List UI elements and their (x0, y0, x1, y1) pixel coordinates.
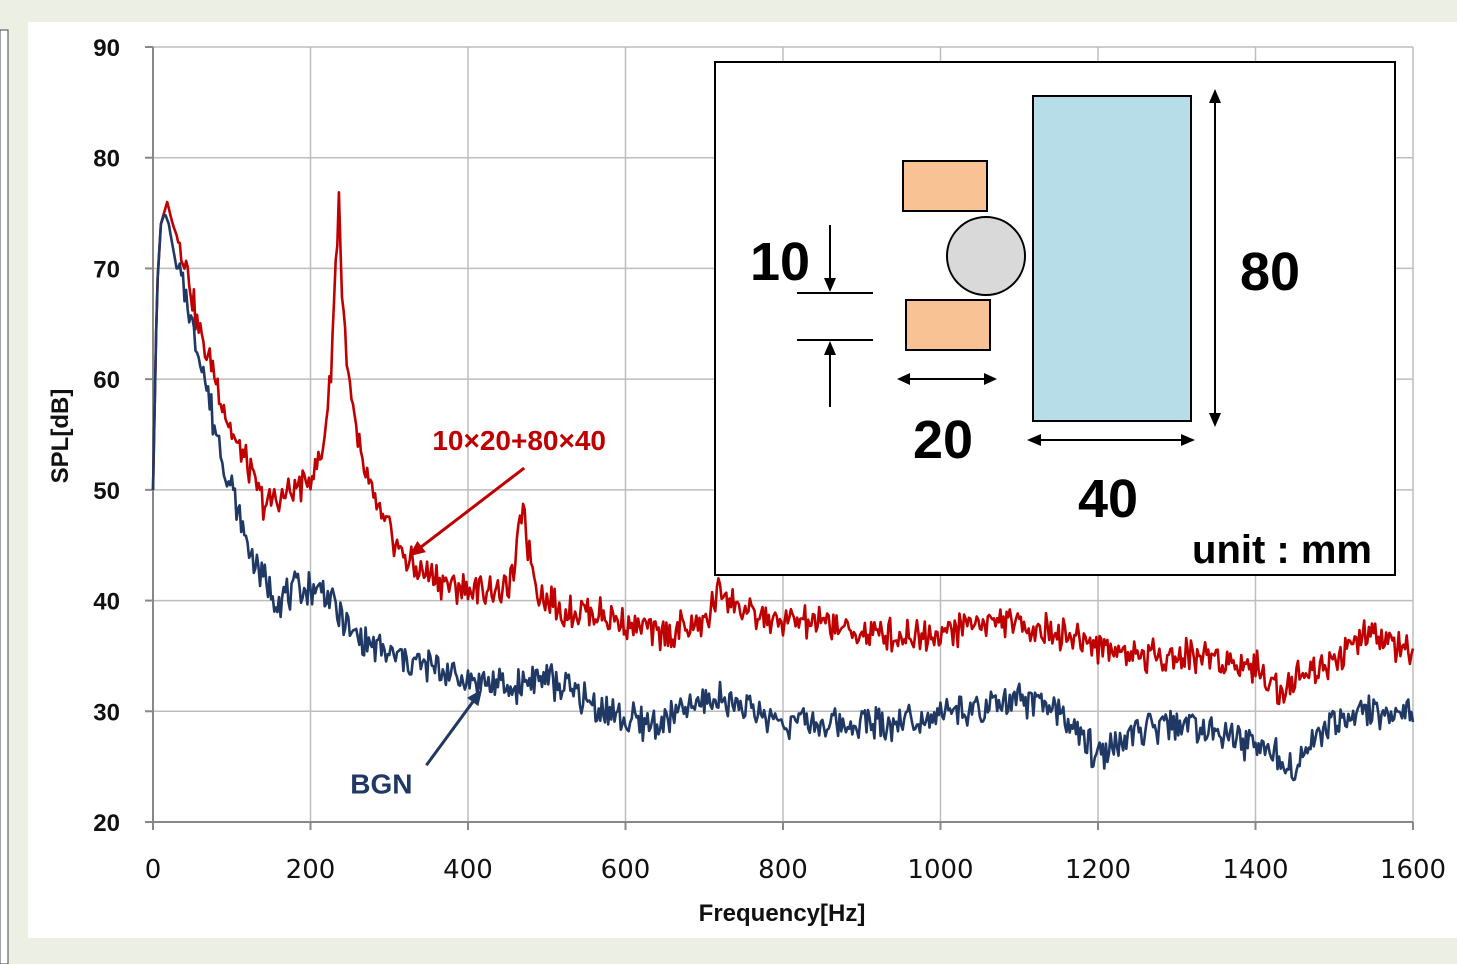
y-tick-label: 30 (93, 699, 120, 726)
series-bgn (151, 214, 1415, 782)
large-width-head-right (1181, 434, 1195, 446)
x-tick-label: 200 (286, 855, 336, 885)
small-width-head-left (897, 373, 910, 385)
x-tick-label: 400 (443, 855, 493, 885)
y-axis-label: SPL[dB] (47, 389, 74, 484)
x-tick-label: 1600 (1380, 855, 1446, 885)
annotations: 10×20+80×40 BGN (350, 425, 606, 799)
x-tick-label: 1400 (1222, 855, 1288, 885)
gap-arrowhead-up (824, 341, 836, 355)
y-tick-label: 60 (93, 367, 120, 394)
y-tick-label: 80 (93, 146, 120, 173)
series-10x20-80x40 (151, 191, 1415, 706)
large-height-head-bottom (1209, 413, 1221, 427)
annotation-red-arrow (417, 466, 526, 551)
annotation-bgn-label: BGN (350, 768, 412, 799)
tick-labels: 0 200 400 600 800 1000 1200 1400 1600 20 30 40 50 60 7… (93, 35, 1446, 885)
large-block (1032, 95, 1192, 422)
annotation-bgn-arrowhead (467, 689, 483, 707)
dim-large-width-label: 40 (1078, 469, 1138, 529)
x-tick-label: 800 (758, 855, 808, 885)
y-tick-label: 50 (93, 478, 120, 505)
inset-diagram: 10 20 40 80 unit : mm (714, 61, 1396, 576)
y-tick-label: 20 (93, 810, 120, 837)
large-height-head-top (1209, 89, 1221, 103)
gap-arrowhead-down (824, 278, 836, 292)
x-tick-label: 600 (601, 855, 651, 885)
small-block-bottom (905, 299, 991, 351)
dim-small-width-label: 20 (913, 410, 973, 470)
small-width-head-right (984, 373, 997, 385)
small-block-top (902, 160, 988, 212)
y-tick-label: 70 (93, 256, 120, 283)
x-axis-label: Frequency[Hz] (699, 900, 866, 927)
x-tick-label: 1000 (907, 855, 973, 885)
series-line (151, 214, 1415, 782)
left-strip (0, 29, 9, 964)
unit-label: unit : mm (1192, 528, 1372, 572)
dim-large-height-label: 80 (1240, 242, 1300, 302)
x-tick-label: 0 (145, 855, 162, 885)
dim-gap-label: 10 (750, 232, 810, 292)
annotation-red-arrowhead (408, 541, 426, 557)
large-width-head-left (1027, 434, 1041, 446)
x-tick-label: 1200 (1065, 855, 1131, 885)
y-tick-label: 90 (93, 35, 120, 62)
series-line (151, 191, 1415, 706)
cylinder (946, 216, 1026, 296)
y-tick-label: 40 (93, 589, 120, 616)
annotation-red-label: 10×20+80×40 (432, 425, 606, 456)
annotation-bgn-arrow (425, 697, 477, 767)
